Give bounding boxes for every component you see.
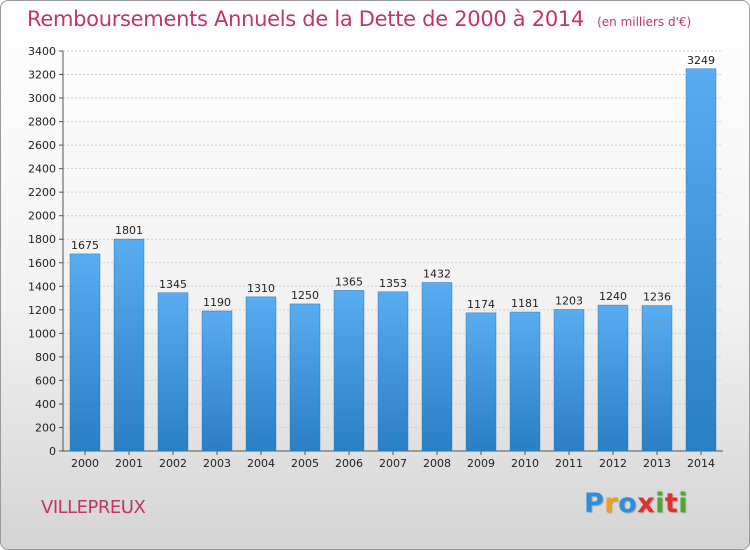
logo-letter: i xyxy=(655,488,665,519)
bar-2012 xyxy=(597,304,629,452)
y-tick-label: 200 xyxy=(35,421,56,434)
y-tick-label: 1200 xyxy=(28,304,56,317)
logo-letter: x xyxy=(637,488,656,519)
bar-2004 xyxy=(245,296,277,452)
x-tick-label: 2012 xyxy=(599,457,627,470)
y-tick-label: 3200 xyxy=(28,69,56,82)
y-tick-label: 2800 xyxy=(28,116,56,129)
y-tick-label: 1400 xyxy=(28,280,56,293)
data-label: 1675 xyxy=(71,239,99,252)
logo-letter: P xyxy=(584,488,605,519)
data-label: 3249 xyxy=(687,54,715,67)
bar-2009 xyxy=(465,312,497,452)
x-tick-label: 2005 xyxy=(291,457,319,470)
y-tick-label: 3400 xyxy=(28,45,56,58)
x-tick-label: 2014 xyxy=(687,457,715,470)
y-tick-label: 0 xyxy=(49,445,56,458)
bar-layer xyxy=(69,68,717,452)
bar-2005 xyxy=(289,303,321,452)
x-tick-label: 2006 xyxy=(335,457,363,470)
data-label: 1190 xyxy=(203,296,231,309)
x-tick-label: 2004 xyxy=(247,457,275,470)
bar-2000 xyxy=(69,253,101,452)
x-tick-label: 2010 xyxy=(511,457,539,470)
bar-2002 xyxy=(157,292,189,452)
logo-letter: o xyxy=(618,488,638,519)
data-label: 1250 xyxy=(291,289,319,302)
data-label: 1432 xyxy=(423,268,451,281)
logo-letter: i xyxy=(678,488,689,519)
x-tick-label: 2000 xyxy=(71,457,99,470)
x-tick-label: 2013 xyxy=(643,457,671,470)
data-label: 1353 xyxy=(379,277,407,290)
chart-unit: (en milliers d'€) xyxy=(597,15,692,29)
x-tick-label: 2011 xyxy=(555,457,583,470)
y-tick-label: 2000 xyxy=(28,210,56,223)
data-label: 1181 xyxy=(511,297,539,310)
x-tick-label: 2003 xyxy=(203,457,231,470)
bar-2001 xyxy=(113,238,145,452)
y-tick-label: 1600 xyxy=(28,257,56,270)
bar-2013 xyxy=(641,305,673,452)
y-tick-label: 600 xyxy=(35,374,56,387)
bar-2010 xyxy=(509,311,541,452)
data-label: 1365 xyxy=(335,275,363,288)
y-tick-label: 800 xyxy=(35,351,56,364)
y-tick-label: 2400 xyxy=(28,163,56,176)
label-layer: 1675 1801 1345 1190 1310 1250 1365 1353 1432 1174… xyxy=(71,54,715,311)
x-tick-label: 2001 xyxy=(115,457,143,470)
city-name: VILLEPREUX xyxy=(41,497,146,518)
bar-2007 xyxy=(377,291,409,452)
x-tick-label: 2008 xyxy=(423,457,451,470)
x-tick-label: 2007 xyxy=(379,457,407,470)
data-label: 1236 xyxy=(643,291,671,304)
x-tick-label: 2002 xyxy=(159,457,187,470)
chart-title: Remboursements Annuels de la Dette de 20… xyxy=(27,7,584,31)
data-label: 1174 xyxy=(467,298,495,311)
data-label: 1345 xyxy=(159,278,187,291)
data-label: 1240 xyxy=(599,290,627,303)
y-tick-label: 1800 xyxy=(28,233,56,246)
y-tick-label: 3000 xyxy=(28,92,56,105)
logo-letter: t xyxy=(664,488,679,519)
data-label: 1310 xyxy=(247,282,275,295)
y-tick-label: 2200 xyxy=(28,186,56,199)
bar-2011 xyxy=(553,309,585,452)
y-tick-label: 2600 xyxy=(28,139,56,152)
data-label: 1203 xyxy=(555,294,583,307)
bar-2008 xyxy=(421,282,453,452)
bar-2014 xyxy=(685,68,717,452)
bar-2006 xyxy=(333,290,365,452)
proxiti-logo[interactable]: Proxiti xyxy=(584,488,688,519)
y-tick-label: 400 xyxy=(35,398,56,411)
axis-layer: 0 200 400 600 800 1000 1200 1400 1600 1800 2000 220… xyxy=(28,45,723,470)
logo-letter: r xyxy=(604,488,619,519)
data-label: 1801 xyxy=(115,224,143,237)
bar-2003 xyxy=(201,310,233,452)
y-tick-label: 1000 xyxy=(28,327,56,340)
title-line: Remboursements Annuels de la Dette de 20… xyxy=(27,7,691,31)
x-tick-label: 2009 xyxy=(467,457,495,470)
